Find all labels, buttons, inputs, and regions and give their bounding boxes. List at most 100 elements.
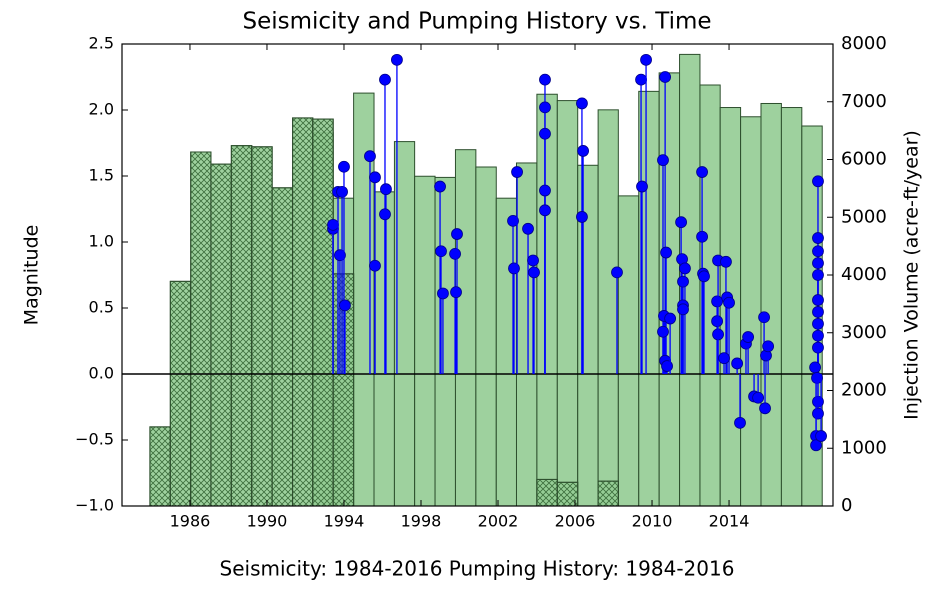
stem-marker bbox=[679, 262, 691, 275]
x-tick-label: 1990 bbox=[247, 512, 288, 531]
stem-marker bbox=[812, 407, 824, 420]
stem-marker bbox=[636, 180, 648, 193]
bar-hatch bbox=[169, 280, 192, 507]
bar-hatch bbox=[210, 163, 232, 507]
stem-marker bbox=[731, 357, 744, 370]
stem-marker bbox=[434, 180, 446, 193]
y2-tick-label: 4000 bbox=[841, 264, 887, 285]
stem-marker bbox=[742, 331, 754, 343]
stem-marker bbox=[696, 230, 708, 243]
stem-marker bbox=[449, 247, 461, 260]
stem-marker bbox=[338, 160, 350, 173]
y2-tick-label: 7000 bbox=[841, 91, 887, 112]
x-tick-label: 2006 bbox=[555, 512, 596, 531]
y-tick-label: 1.5 bbox=[89, 166, 114, 185]
stem-marker bbox=[640, 53, 652, 66]
stem-marker bbox=[759, 402, 771, 415]
bar-hatch bbox=[271, 187, 294, 507]
stem-marker bbox=[539, 204, 551, 217]
stem-marker bbox=[539, 73, 551, 86]
stem-marker bbox=[723, 296, 735, 309]
stem-marker bbox=[696, 166, 708, 178]
stem-marker bbox=[659, 71, 672, 83]
stem-marker bbox=[810, 439, 822, 452]
stem-marker bbox=[336, 185, 348, 198]
stem-marker bbox=[435, 245, 447, 258]
y2-tick-label: 2000 bbox=[841, 380, 887, 401]
stem-marker bbox=[576, 211, 588, 223]
stem-marker bbox=[675, 216, 687, 229]
bar bbox=[780, 107, 803, 507]
bar-hatch bbox=[292, 117, 314, 507]
bar-hatch bbox=[190, 151, 212, 507]
bar-hatch bbox=[312, 118, 334, 507]
y-tick-label: −0.5 bbox=[75, 430, 114, 449]
y-tick-label: 2.5 bbox=[89, 34, 114, 53]
x-tick-label: 2014 bbox=[709, 512, 750, 531]
stem-marker bbox=[661, 360, 673, 372]
bar-hatch bbox=[251, 146, 273, 507]
bar-hatch bbox=[536, 478, 558, 507]
stem-marker bbox=[812, 232, 824, 244]
stem-marker bbox=[711, 315, 723, 328]
stem-marker bbox=[450, 286, 462, 299]
bar bbox=[556, 100, 579, 507]
y2-tick-label: 6000 bbox=[841, 149, 887, 170]
stem-marker bbox=[812, 245, 824, 258]
stem-marker bbox=[677, 275, 689, 288]
stem-marker bbox=[758, 311, 770, 324]
stem-marker bbox=[327, 218, 339, 231]
stem-marker bbox=[809, 361, 821, 374]
stem-marker bbox=[698, 270, 710, 283]
stem-marker bbox=[391, 53, 403, 66]
stem-marker bbox=[677, 303, 689, 316]
stem-marker bbox=[369, 171, 381, 184]
stem-marker bbox=[511, 166, 523, 178]
y2-axis-label: Injection Volume (acre-ft/year) bbox=[901, 130, 923, 420]
stem-marker bbox=[720, 255, 732, 268]
y2-tick-label: 3000 bbox=[841, 322, 887, 343]
bar bbox=[760, 102, 782, 507]
bar-hatch bbox=[597, 480, 619, 507]
stem-marker bbox=[576, 97, 588, 110]
bar-hatch bbox=[230, 145, 253, 507]
stem-marker bbox=[635, 73, 647, 86]
stem-marker bbox=[752, 391, 765, 404]
stem-marker bbox=[812, 175, 824, 188]
stem-marker bbox=[734, 416, 746, 429]
stem-marker bbox=[657, 154, 669, 167]
stem-marker bbox=[812, 306, 824, 318]
stem-marker bbox=[812, 317, 824, 330]
stem-marker bbox=[657, 325, 669, 338]
stem-marker bbox=[507, 214, 519, 227]
bar bbox=[373, 191, 395, 507]
bar bbox=[536, 93, 558, 507]
stem-marker bbox=[339, 299, 351, 312]
stem-marker bbox=[437, 287, 449, 300]
bar-hatch bbox=[149, 426, 171, 507]
y-axis-label: Magnitude bbox=[21, 225, 43, 326]
stem-marker bbox=[539, 127, 551, 140]
bar bbox=[454, 149, 477, 507]
bar bbox=[740, 116, 762, 507]
stem-marker bbox=[508, 262, 520, 275]
x-tick-label: 1994 bbox=[324, 512, 365, 531]
bar bbox=[475, 166, 497, 507]
stem-marker bbox=[527, 254, 539, 267]
stem-marker bbox=[364, 150, 376, 163]
x-tick-label: 2002 bbox=[478, 512, 519, 531]
stem-marker bbox=[762, 340, 775, 353]
y-tick-label: 0.5 bbox=[89, 298, 114, 317]
stem-marker bbox=[528, 266, 540, 279]
y-tick-label: 1.0 bbox=[89, 232, 114, 251]
x-tick-label: 1986 bbox=[170, 512, 211, 531]
stem-marker bbox=[577, 145, 590, 157]
stem-marker bbox=[379, 208, 391, 221]
stem-marker bbox=[812, 294, 824, 306]
bar bbox=[617, 195, 640, 507]
stem-marker bbox=[539, 101, 551, 114]
stem-marker bbox=[369, 259, 381, 272]
bar bbox=[434, 176, 456, 507]
